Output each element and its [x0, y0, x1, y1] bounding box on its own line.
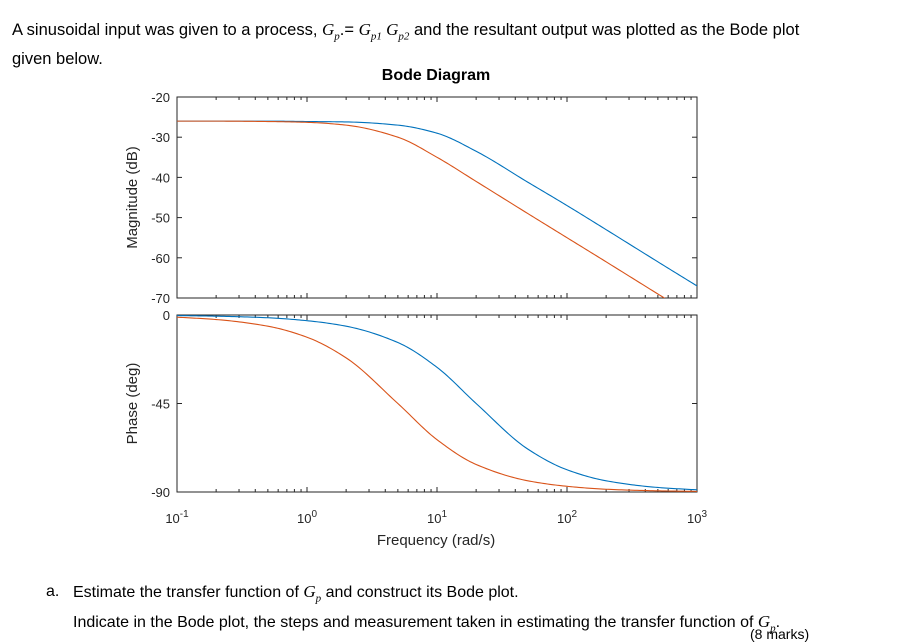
intro-line2: given below.	[12, 50, 103, 69]
magnitude-series-blue	[177, 120, 697, 287]
magnitude-ytick-label: -30	[151, 130, 170, 145]
intro-paragraph: A sinusoidal input was given to a proces…	[12, 18, 892, 71]
x-axis-label: Frequency (rad/s)	[377, 532, 495, 549]
xtick-label: 103	[687, 509, 707, 526]
question-line1: Estimate the transfer function of Gp and…	[73, 582, 519, 605]
question-letter: a.	[46, 583, 60, 600]
gp2-symbol: Gp2	[381, 20, 410, 43]
magnitude-axes-box	[176, 96, 698, 299]
xtick-label: 101	[427, 509, 447, 526]
phase-ytick-label: -90	[151, 485, 170, 500]
phase-series-blue	[177, 315, 697, 491]
intro-text-before: A sinusoidal input was given to a proces…	[12, 21, 323, 39]
magnitude-ytick-label: -60	[151, 251, 170, 266]
chart-title: Bode Diagram	[382, 67, 490, 84]
magnitude-ytick-label: -40	[151, 170, 170, 185]
magnitude-ylabel: Magnitude (dB)	[124, 146, 141, 249]
xtick-label: 100	[297, 509, 317, 526]
phase-axes-box	[176, 314, 698, 493]
xtick-label: 10-1	[165, 509, 189, 526]
magnitude-ytick-label: -20	[151, 90, 170, 105]
magnitude-ytick-label: -50	[151, 211, 170, 226]
phase-ytick-label: -45	[151, 397, 170, 412]
intro-text-after: and the resultant output was plotted as …	[409, 21, 800, 39]
phase-ylabel: Phase (deg)	[124, 363, 141, 445]
gp-symbol: Gp	[322, 20, 340, 43]
phase-series-orange	[177, 316, 697, 492]
xtick-label: 102	[557, 509, 577, 526]
marks-label: (8 marks)	[750, 626, 810, 642]
intro-equals: .=	[339, 21, 359, 39]
gp1-symbol: Gp1	[358, 20, 382, 43]
magnitude-series-orange	[177, 120, 666, 298]
magnitude-ytick-label: -70	[151, 291, 170, 306]
question-line2: Indicate in the Bode plot, the steps and…	[73, 612, 781, 635]
phase-ytick-label: 0	[163, 308, 170, 323]
